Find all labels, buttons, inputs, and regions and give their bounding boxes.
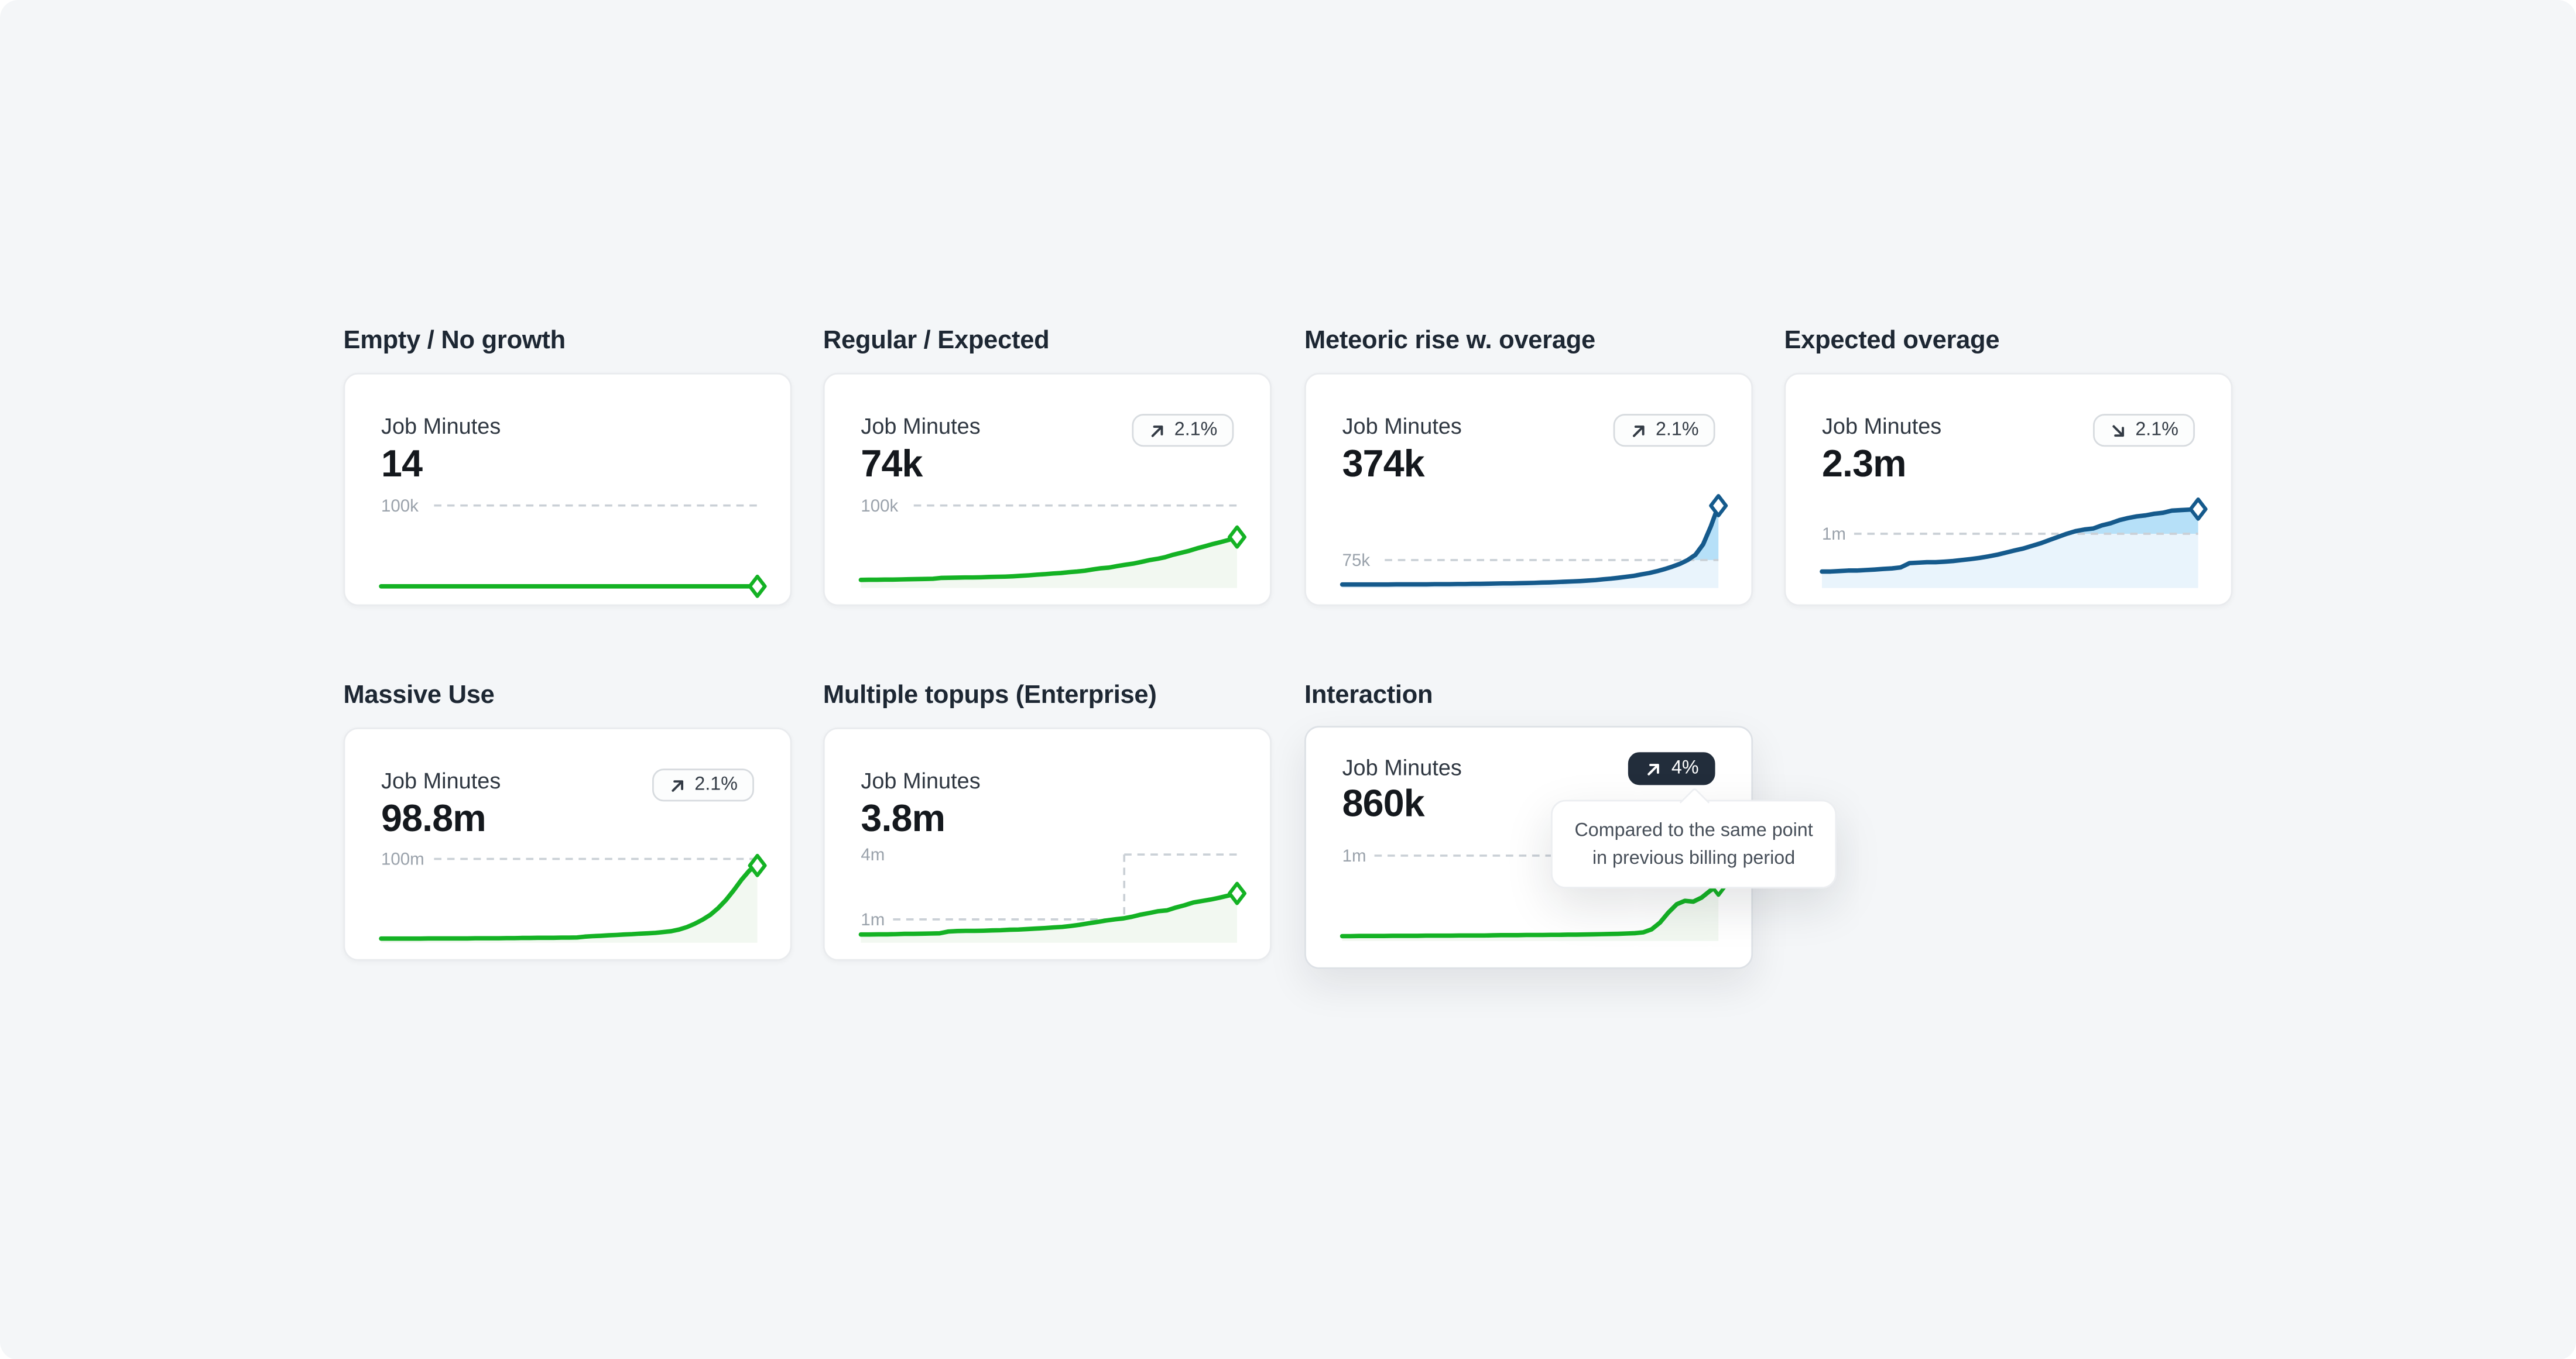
tooltip-text-line2: in previous billing period [1592,848,1796,869]
usage-chart: 100k [858,486,1247,588]
metric-value: 2.3m [1821,441,1907,485]
endpoint-marker [1228,881,1247,905]
endpoint-marker [2188,497,2208,521]
usage-chart: 100m [379,841,767,943]
section-title: Interaction [1304,681,1433,710]
chart-line [379,863,760,941]
trend-badge-value: 4% [1671,759,1699,779]
trend-up-icon [1632,424,1645,437]
metric-value: 98.8m [381,796,487,839]
threshold-label: 1m [861,910,885,929]
usage-chart-svg: 75k [1340,494,1728,588]
metric-label: Job Minutes [861,414,981,439]
section-title: Empty / No growth [343,327,566,355]
trend-badge-value: 2.1% [2135,420,2178,441]
trend-up-icon [1648,763,1660,775]
trend-up-icon [671,779,683,791]
trend-badge-value: 2.1% [1174,420,1218,441]
trend-badge[interactable]: 2.1% [1612,414,1715,447]
endpoint-marker [748,853,767,877]
usage-chart-svg: 100k [379,496,767,598]
chart-line [1340,503,1721,587]
chart-area [861,537,1238,588]
chart-line [1820,507,2201,574]
metric-value: 3.8m [861,796,946,839]
tooltip-text-line1: Compared to the same point [1574,821,1813,841]
metric-card: Job Minutes 14 100k [343,372,792,606]
threshold-label: 100k [381,496,419,516]
metric-card: Job Minutes 2.3m 2.1% 1m [1784,372,2233,606]
usage-chart: 1m [1820,486,2208,588]
chart-area [1342,506,1719,588]
metric-value: 14 [381,441,423,485]
endpoint-marker [1709,494,1728,517]
section-title: Multiple topups (Enterprise) [823,681,1157,710]
usage-chart: 1m 4m [858,841,1247,943]
metric-card: Job Minutes 374k 2.1% 75k [1304,372,1753,606]
trend-badge[interactable]: 2.1% [652,768,755,802]
chart-area [1342,885,1719,941]
trend-badge[interactable]: 2.1% [2092,414,2195,447]
usage-chart-svg: 100k [858,496,1247,588]
metric-card: Job Minutes 3.8m 1m 4m [823,727,1272,961]
usage-chart: 75k [1340,486,1728,588]
section-title: Meteoric rise w. overage [1304,327,1595,355]
chart-line [1340,883,1721,939]
metric-label: Job Minutes [381,768,501,794]
trend-badge-value: 2.1% [694,775,738,795]
trend-down-icon [2112,424,2124,436]
tooltip-caret-icon [1679,786,1710,817]
trend-badge[interactable]: 2.1% [1131,414,1234,447]
tooltip: Compared to the same point in previous b… [1550,786,1837,890]
section-title: Expected overage [1784,327,2000,355]
trend-badge-value: 2.1% [1655,420,1699,441]
trend-up-icon [1151,424,1163,437]
metric-label: Job Minutes [381,414,501,439]
usage-chart-svg: 1m [1820,497,2208,588]
metric-value: 74k [861,441,923,485]
metric-card: Job Minutes 860k 4% 1m Compared to the s… [1304,726,1837,969]
metric-label: Job Minutes [1342,755,1462,780]
metric-label: Job Minutes [1821,414,1942,439]
endpoint-marker [1228,525,1247,549]
chart-line [858,891,1239,937]
section-title: Regular / Expected [823,327,1050,355]
section-title: Massive Use [343,681,495,710]
threshold-label: 100k [861,496,898,516]
metric-label: Job Minutes [1342,414,1462,439]
threshold-label: 1m [1342,846,1366,866]
usage-chart-svg: 100m [379,850,767,943]
metric-card: Job Minutes 74k 2.1% 100k [823,372,1272,606]
endpoint-marker [748,574,767,598]
chart-area [861,893,1238,943]
metric-value: 374k [1342,441,1425,485]
threshold-label: 4m [861,845,885,864]
chart-area [381,865,758,943]
metric-card: Job Minutes 98.8m 2.1% 100m [343,727,792,961]
threshold-label: 100m [381,850,424,869]
chart-line [858,534,1239,582]
usage-chart: 100k [379,486,767,598]
threshold-label: 75k [1342,551,1371,570]
metric-value: 860k [1342,781,1425,825]
trend-badge[interactable]: 4% [1628,752,1715,785]
metric-label: Job Minutes [861,768,981,794]
threshold-label: 1m [1822,524,1846,544]
chart-overage-area [1687,506,1719,560]
usage-chart-svg: 1m 4m [858,845,1247,943]
